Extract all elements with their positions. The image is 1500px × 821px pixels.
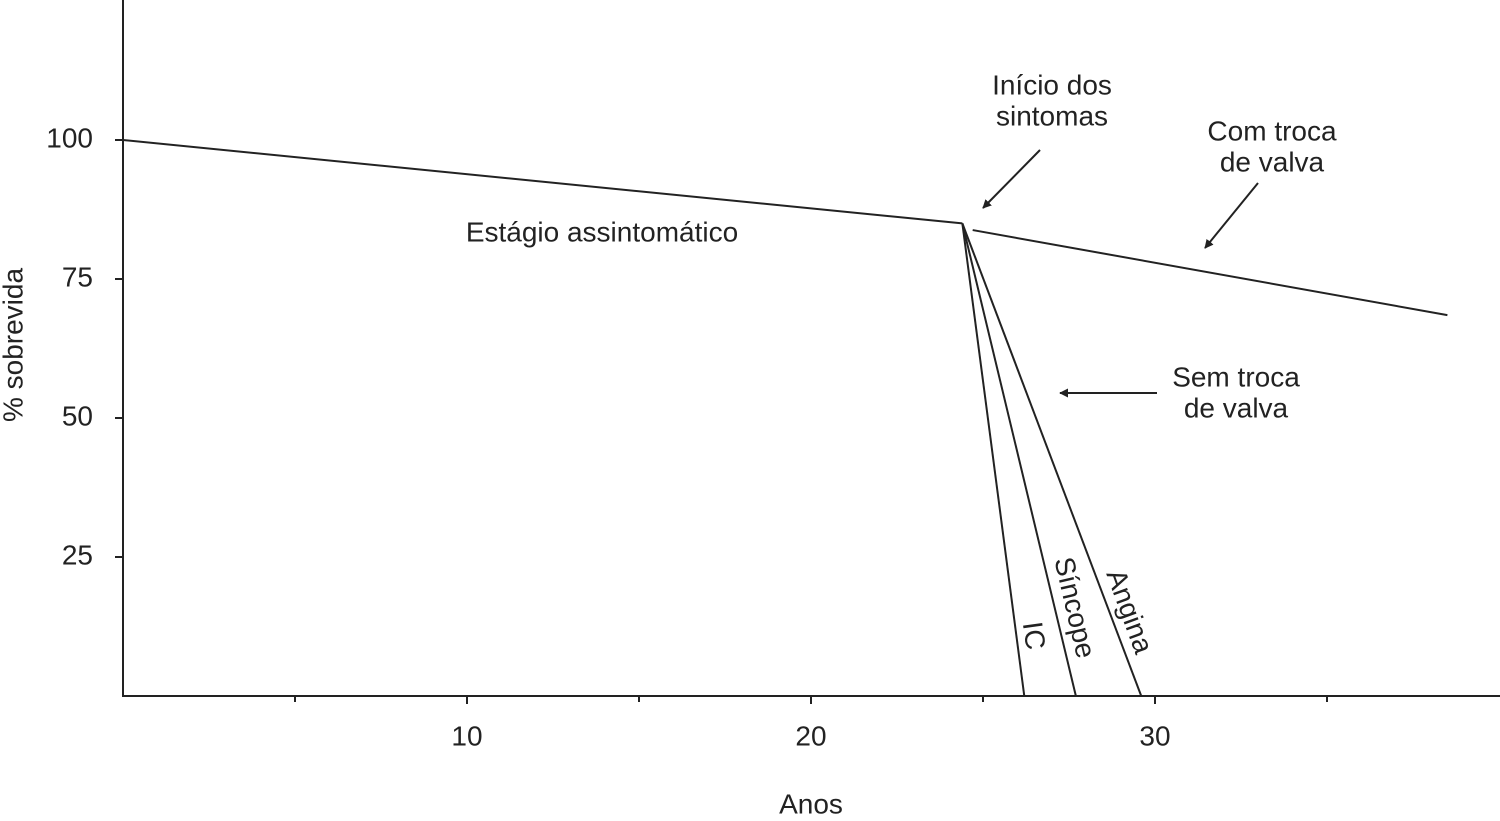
annotation: sintomas bbox=[996, 100, 1108, 131]
y-tick-label: 100 bbox=[46, 122, 93, 153]
annotation: Início dos bbox=[992, 69, 1112, 100]
x-tick-label: 30 bbox=[1139, 720, 1170, 751]
y-tick-label: 75 bbox=[62, 261, 93, 292]
y-axis-label: % sobrevida bbox=[0, 268, 28, 423]
series-line bbox=[972, 229, 1448, 317]
y-tick-label: 50 bbox=[62, 400, 93, 431]
y-tick-label: 25 bbox=[62, 539, 93, 570]
x-tick-label: 20 bbox=[795, 720, 826, 751]
x-tick-label: 10 bbox=[451, 720, 482, 751]
annotation: Sem troca bbox=[1172, 361, 1300, 392]
arrow bbox=[982, 149, 1041, 209]
annotation: Com troca bbox=[1207, 115, 1337, 146]
series-line bbox=[122, 139, 963, 225]
annotation: Estágio assintomático bbox=[466, 216, 738, 247]
annotation: de valva bbox=[1220, 146, 1325, 177]
series-label: IC bbox=[1017, 620, 1052, 652]
series-line bbox=[961, 223, 1077, 697]
x-axis-label: Anos bbox=[779, 788, 843, 819]
series-line bbox=[961, 223, 1143, 697]
annotation: de valva bbox=[1184, 392, 1289, 423]
arrow bbox=[1204, 182, 1259, 249]
series-line bbox=[961, 223, 1026, 697]
